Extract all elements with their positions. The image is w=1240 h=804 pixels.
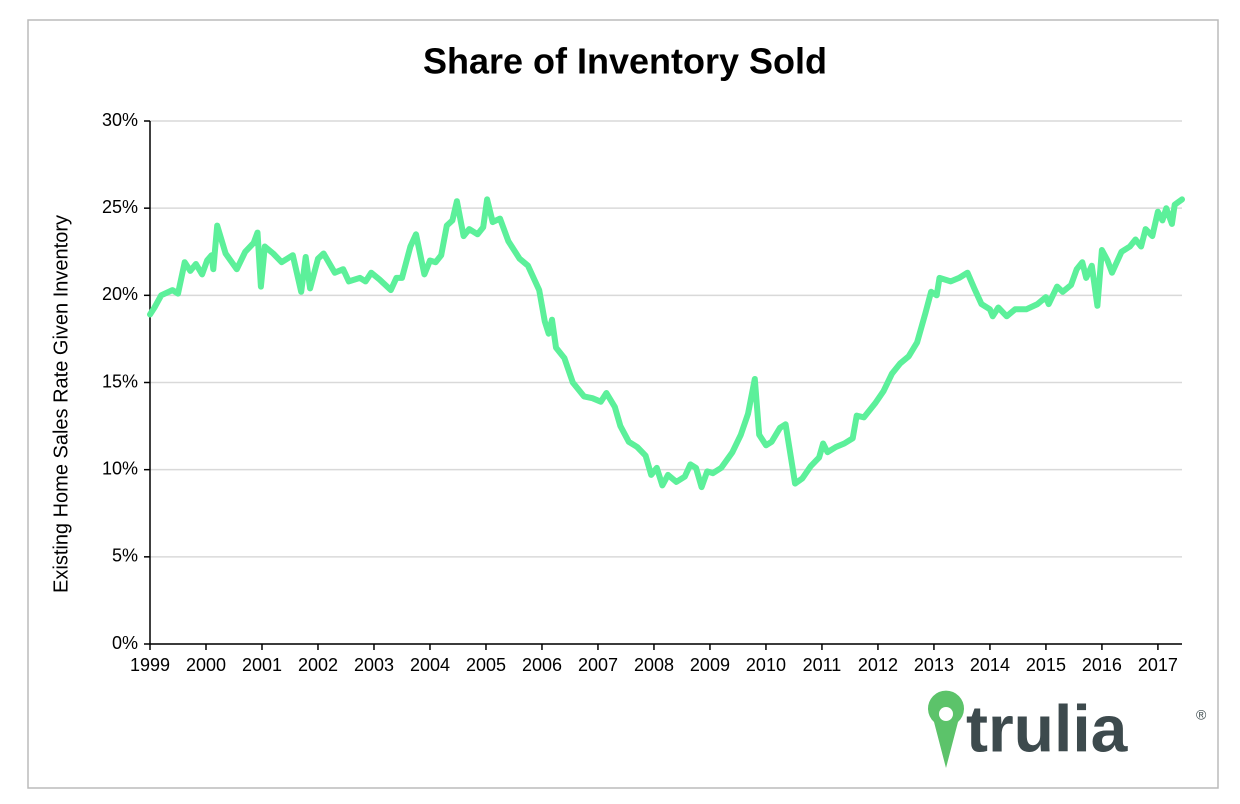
frame [27, 19, 1219, 789]
x-tick-label: 2012 [858, 655, 898, 675]
logo-pin [928, 690, 964, 768]
x-tick-label: 2016 [1082, 655, 1122, 675]
x-tick-label: 2008 [634, 655, 674, 675]
x-tick-label: 2000 [186, 655, 226, 675]
x-tick-label: 2011 [803, 655, 842, 675]
logo-text: trulia [966, 691, 1129, 765]
x-tick-label: 2005 [466, 655, 506, 675]
x-tick-label: 2004 [410, 655, 450, 675]
data-line [147, 196, 1185, 491]
x-tick-label: 1999 [130, 655, 170, 675]
logo: trulia ® [928, 690, 1207, 768]
x-tick-label: 2009 [690, 655, 730, 675]
x-tick-label: 2003 [354, 655, 394, 675]
x-tick-label: 2002 [298, 655, 338, 675]
x-tick-label: 2001 [242, 655, 282, 675]
chart-title: Share of Inventory Sold [423, 41, 827, 82]
x-tick-label: 2014 [970, 655, 1010, 675]
y-tick-label: 10% [102, 458, 138, 478]
y-tick-label: 30% [102, 110, 138, 130]
y-tick-label: 0% [112, 633, 138, 653]
y-tick-label: 25% [102, 197, 138, 217]
x-tick-label: 2010 [746, 655, 786, 675]
x-tick-label: 2007 [578, 655, 618, 675]
y-tick-label: 15% [102, 371, 138, 391]
x-tick-label: 2015 [1026, 655, 1066, 675]
y-tick-label: 20% [102, 284, 138, 304]
y-axis-label: Existing Home Sales Rate Given Inventory [50, 215, 72, 593]
x-tick-label: 2006 [522, 655, 562, 675]
logo-registered: ® [1196, 707, 1207, 723]
x-tick-label: 2017 [1138, 655, 1178, 675]
x-tick-label: 2013 [914, 655, 954, 675]
logo-pin-hole [939, 707, 953, 721]
y-tick-label: 5% [112, 546, 138, 566]
